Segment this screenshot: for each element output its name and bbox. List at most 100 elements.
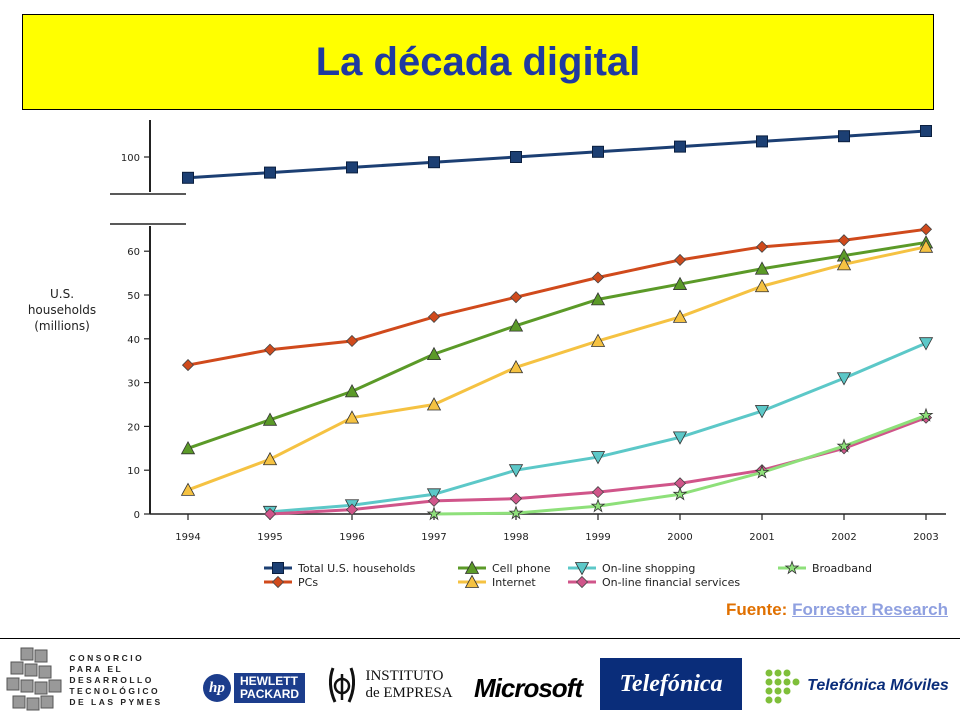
source-link[interactable]: Forrester Research: [792, 600, 948, 619]
data-point-pcs: [181, 359, 195, 372]
data-point-internet: [180, 482, 196, 496]
legend-label-broadband: Broadband: [812, 562, 872, 575]
legend-marker-on-line-financial-services: [575, 575, 589, 589]
data-point-broadband: [426, 506, 442, 521]
data-point-cell-phone: [180, 440, 196, 455]
series-line-internet: [187, 245, 927, 492]
data-point-total-u-s-households: [346, 161, 358, 174]
data-point-total-u-s-households: [428, 156, 440, 169]
x-tick-label: 1996: [339, 532, 364, 543]
data-point-broadband: [918, 407, 934, 422]
data-point-pcs: [755, 240, 769, 253]
data-point-on-line-shopping: [508, 464, 524, 478]
data-point-pcs: [345, 334, 359, 348]
data-point-on-line-financial-services: [345, 503, 359, 516]
y-tick-label: 10: [127, 466, 140, 477]
data-point-total-u-s-households: [264, 166, 276, 179]
consorcio-text: CONSORCIO PARA EL DESARROLLO TECNOLÓGICO…: [69, 652, 163, 707]
instituto-empresa-logo: INSTITUTO de EMPRESA: [322, 660, 456, 710]
legend-marker-total-u-s-households: [272, 562, 284, 574]
consorcio-logo: CONSORCIO PARA EL DESARROLLO TECNOLÓGICO…: [4, 644, 164, 716]
data-point-on-line-shopping: [590, 451, 606, 465]
data-point-internet: [836, 257, 852, 271]
data-point-total-u-s-households: [592, 145, 604, 158]
x-tick-label: 1999: [585, 532, 610, 543]
data-point-internet: [262, 451, 278, 466]
y-tick-label: 50: [127, 291, 140, 302]
dots-icon: [765, 669, 800, 704]
data-point-internet: [672, 309, 688, 323]
y-axis-label: (millions): [34, 319, 90, 333]
x-tick-label: 2002: [831, 532, 856, 543]
legend-label-pcs: PCs: [298, 576, 318, 589]
y-tick-label: 20: [127, 422, 140, 433]
data-point-total-u-s-households: [920, 125, 932, 137]
y-tick-label: 30: [127, 379, 140, 390]
y-tick-label: 60: [127, 247, 140, 258]
data-point-cell-phone: [426, 346, 442, 361]
data-point-on-line-shopping: [836, 372, 852, 386]
x-tick-label: 2003: [913, 532, 938, 543]
x-tick-label: 1998: [503, 532, 528, 543]
legend-label-cell-phone: Cell phone: [492, 562, 551, 575]
y-axis-label: households: [28, 303, 96, 317]
data-point-internet: [918, 239, 934, 253]
data-point-pcs: [263, 343, 277, 356]
y-axis-label: U.S.: [50, 287, 74, 301]
x-tick-label: 1995: [257, 532, 282, 543]
data-point-cell-phone: [672, 276, 688, 290]
legend-label-internet: Internet: [492, 576, 536, 589]
x-tick-label: 2000: [667, 532, 692, 543]
data-point-broadband: [508, 505, 524, 520]
data-point-cell-phone: [754, 261, 770, 275]
legend-label-on-line-shopping: On-line shopping: [602, 562, 695, 575]
source-note: Fuente: Forrester Research: [726, 600, 948, 620]
data-point-cell-phone: [344, 384, 360, 398]
data-point-cell-phone: [590, 292, 606, 306]
legend-label-on-line-financial-services: On-line financial services: [602, 576, 740, 589]
data-point-total-u-s-households: [838, 130, 850, 143]
page-title: La década digital: [315, 39, 641, 84]
data-point-broadband: [836, 438, 852, 453]
data-point-cell-phone: [508, 318, 524, 332]
data-point-broadband: [672, 486, 688, 501]
data-point-pcs: [673, 253, 687, 267]
legend-label-total-u-s-households: Total U.S. households: [297, 562, 416, 575]
hp-logo: hp HEWLETT PACKARD: [192, 672, 316, 704]
data-point-pcs: [919, 223, 933, 236]
telefonica-logo: Telefónica: [600, 658, 742, 710]
data-point-pcs: [837, 234, 851, 247]
hp-wordmark: HEWLETT PACKARD: [233, 673, 306, 703]
legend-marker-on-line-shopping: [574, 562, 590, 576]
data-point-pcs: [427, 310, 441, 323]
source-label: Fuente:: [725, 600, 788, 619]
legend-marker-broadband: [784, 560, 800, 575]
data-point-total-u-s-households: [182, 171, 194, 184]
data-point-internet: [754, 278, 770, 293]
data-point-internet: [344, 410, 360, 424]
instituto-empresa-text: INSTITUTO de EMPRESA: [365, 668, 453, 701]
x-tick-label: 1994: [175, 532, 200, 543]
y-tick-label: 100: [121, 153, 140, 164]
data-point-cell-phone: [262, 412, 278, 426]
series-line-pcs: [187, 227, 927, 367]
line-chart: 0 10 20 30 40 50 60 100 U.S. households (millions)…: [28, 120, 946, 589]
data-point-pcs: [591, 271, 605, 284]
y-tick-label: 40: [127, 335, 140, 346]
data-point-on-line-shopping: [918, 337, 934, 351]
series-line-total-u-s-households: [187, 129, 927, 180]
telefonica-moviles-logo: Telefónica Móviles: [752, 662, 958, 710]
y-tick-label: 0: [134, 510, 140, 521]
data-point-on-line-financial-services: [427, 494, 441, 507]
cube-icon: [6, 647, 62, 711]
data-point-total-u-s-households: [510, 151, 522, 163]
legend-marker-pcs: [271, 575, 285, 589]
data-point-broadband: [590, 498, 606, 513]
data-point-internet: [426, 397, 442, 411]
data-point-on-line-financial-services: [509, 492, 523, 505]
data-point-on-line-financial-services: [591, 486, 605, 499]
laurel-icon: [329, 667, 356, 703]
footer-divider: [0, 638, 960, 639]
data-point-internet: [508, 359, 524, 374]
hp-mark: hp: [202, 674, 231, 702]
